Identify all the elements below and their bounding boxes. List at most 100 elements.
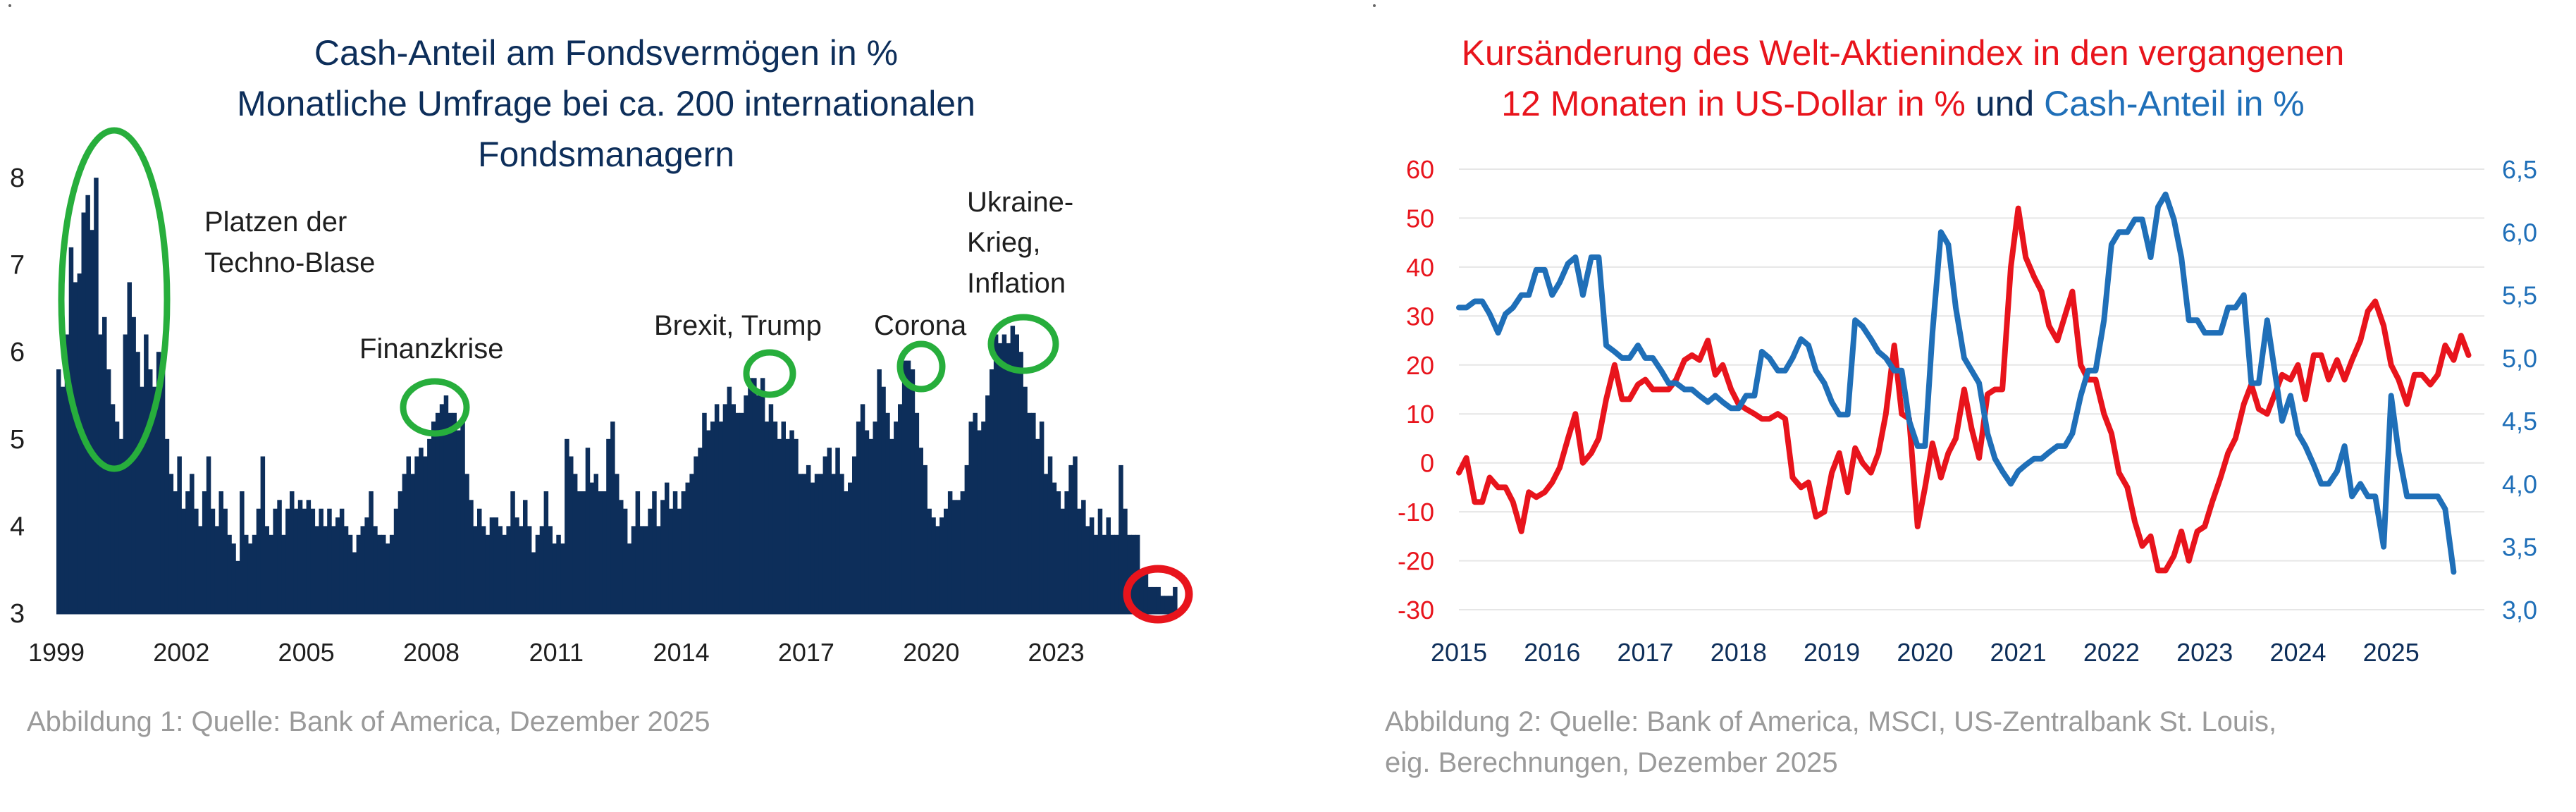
cash-bar <box>1023 386 1028 613</box>
x-tick-label: 2008 <box>403 638 460 667</box>
right-y-tick-label: 5,0 <box>2502 344 2537 373</box>
cash-bar <box>439 404 445 613</box>
cash-bar <box>419 448 424 613</box>
cash-bar <box>864 430 870 613</box>
cash-bar <box>894 422 899 613</box>
cash-bar <box>660 500 665 613</box>
cash-bar <box>781 422 786 613</box>
cash-bar <box>231 543 236 613</box>
cash-bar <box>190 474 195 613</box>
cash-bar <box>168 474 174 613</box>
left-y-tick-label: 10 <box>1406 400 1434 429</box>
cash-bar <box>164 438 170 613</box>
cash-bar <box>756 395 761 613</box>
chart2-x-tick-labels: 2015 2016 2017 2018 2019 2020 2021 2022 2023 2024… <box>1431 638 2420 667</box>
cash-bar <box>73 282 78 613</box>
cash-bar <box>685 482 690 613</box>
cash-bar <box>456 430 461 613</box>
cash-bar <box>772 422 778 613</box>
cash-bar <box>98 334 103 613</box>
cash-bar <box>68 247 74 613</box>
cash-bar <box>985 395 990 613</box>
cash-bar <box>1085 526 1090 613</box>
cash-bar <box>935 526 940 613</box>
cash-bar <box>735 412 740 613</box>
cash-bar <box>981 422 986 613</box>
x-tick-label: 2017 <box>1617 638 1673 667</box>
annotation-ukraine-line1: Ukraine- <box>967 187 1073 218</box>
cash-bar <box>477 508 482 613</box>
cash-bar <box>806 465 811 613</box>
cash-bar <box>565 438 569 613</box>
highlight-finanzkrise-ellipse <box>400 378 470 437</box>
cash-bar <box>481 526 486 613</box>
cash-bar <box>335 517 340 613</box>
annotation-dotcom-line2: Techno-Blase <box>204 247 375 278</box>
cash-bar <box>944 508 949 613</box>
cash-bar <box>1118 465 1123 613</box>
cash-bar <box>502 534 507 613</box>
right-y-tick-label: 6,0 <box>2502 218 2537 247</box>
cash-bar <box>173 491 178 613</box>
chart2-right-y-tick-labels: 6,5 6,0 5,5 5,0 4,5 4,0 3,5 3,0 <box>2502 155 2537 625</box>
cash-bar <box>118 438 124 613</box>
cash-bar <box>885 412 890 613</box>
left-y-tick-label: 40 <box>1406 253 1434 282</box>
cash-bar <box>227 534 232 613</box>
cash-bar <box>247 543 253 613</box>
corner-dot-2 <box>1373 4 1376 7</box>
cash-bar <box>877 369 882 613</box>
cash-bar <box>297 500 303 613</box>
cash-bar <box>1010 326 1016 613</box>
cash-bar <box>1139 570 1145 613</box>
cash-bar <box>443 395 449 613</box>
right-y-tick-label: 5,5 <box>2502 281 2537 310</box>
cash-share-line <box>1456 191 2457 575</box>
cash-bar <box>1093 534 1099 613</box>
chart2-title-blue-part: Cash-Anteil in % <box>2044 84 2305 123</box>
cash-bar <box>135 352 140 613</box>
cash-bar <box>223 508 228 613</box>
x-tick-label: 2017 <box>778 638 834 667</box>
cash-bar <box>1102 534 1107 613</box>
chart2-series <box>1456 191 2472 575</box>
cash-bar <box>94 178 99 614</box>
cash-bar <box>739 412 744 613</box>
cash-bar <box>339 508 345 613</box>
cash-bar <box>889 438 894 613</box>
cash-bar <box>764 422 770 613</box>
cash-bar <box>431 422 436 613</box>
cash-bar <box>1060 508 1065 613</box>
chart1-x-tick-labels: 1999 2002 2005 2008 2011 2014 2017 2020 2023 <box>28 638 1085 667</box>
cash-bar <box>323 526 328 613</box>
index-change-line <box>1456 205 2472 574</box>
cash-bar <box>1006 343 1011 613</box>
cash-bar <box>585 448 591 613</box>
cash-bar <box>656 526 661 613</box>
cash-bar <box>1106 517 1111 613</box>
chart2-title-line2: 12 Monaten in US-Dollar in % und Cash-An… <box>1501 84 2305 123</box>
cash-bar <box>652 491 657 613</box>
cash-bar <box>181 508 186 613</box>
y-tick-label: 6 <box>10 338 25 367</box>
cash-bar <box>240 491 245 613</box>
cash-bar <box>918 448 923 613</box>
cash-bar <box>631 526 636 613</box>
cash-bar <box>622 508 628 613</box>
cash-bar <box>856 422 861 613</box>
cash-bar <box>1114 534 1119 613</box>
cash-bar <box>714 404 720 613</box>
cash-bar <box>148 369 153 613</box>
cash-bar <box>881 386 886 613</box>
cash-bar <box>710 422 715 613</box>
cash-bar <box>106 369 111 613</box>
cash-bar <box>360 526 365 613</box>
cash-bar <box>56 369 61 613</box>
cash-bar <box>627 543 632 613</box>
cash-bar <box>469 500 474 613</box>
cash-bar <box>194 508 199 613</box>
cash-bar <box>848 482 853 613</box>
cash-bar <box>77 273 82 613</box>
cash-bar <box>1047 456 1053 613</box>
cash-bar <box>760 378 765 613</box>
